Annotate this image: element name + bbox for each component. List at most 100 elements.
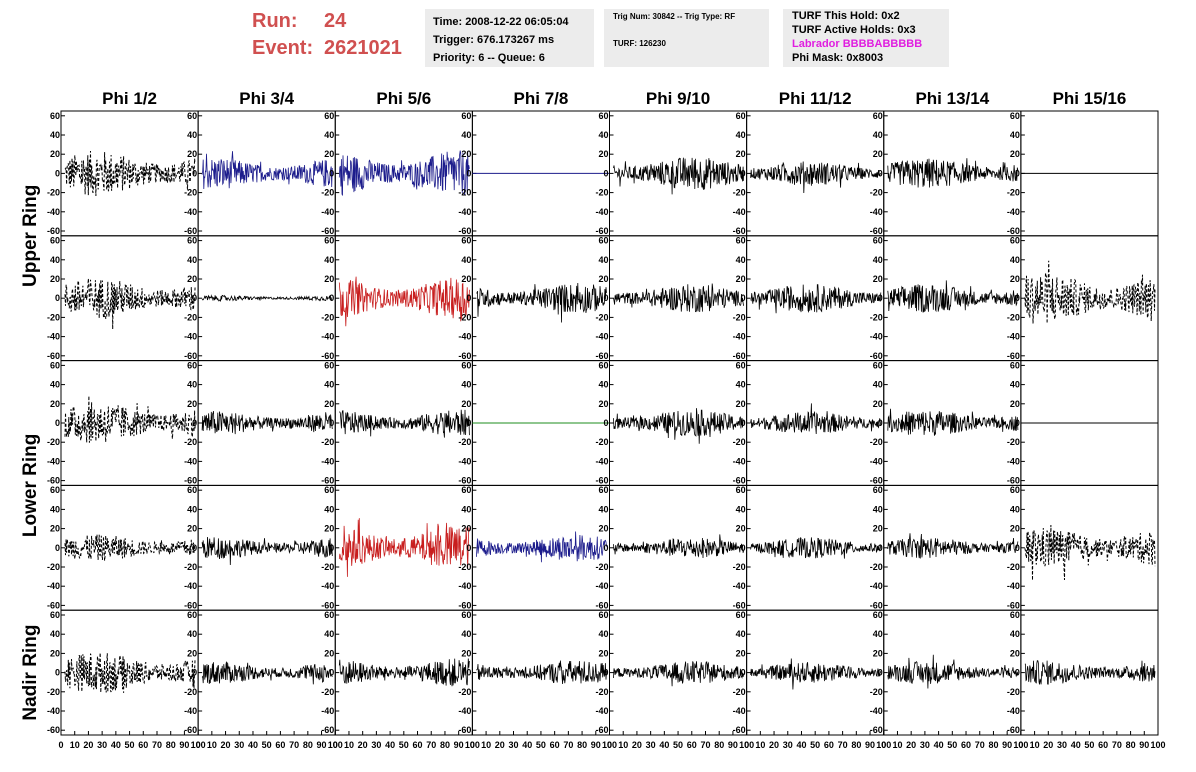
y-tick-label: -20 xyxy=(870,562,883,572)
x-tick-label: 0 xyxy=(607,740,612,750)
y-tick-label: 40 xyxy=(324,130,334,140)
x-tick-label: 40 xyxy=(111,740,121,750)
y-tick-label: 40 xyxy=(873,504,883,514)
column-title: Phi 7/8 xyxy=(514,89,569,108)
y-tick-label: 0 xyxy=(1015,168,1020,178)
y-tick-label: -20 xyxy=(47,562,60,572)
waveform-trace xyxy=(339,409,470,438)
y-tick-label: -60 xyxy=(321,226,334,236)
x-tick-label: 0 xyxy=(333,740,338,750)
y-tick-label: 60 xyxy=(50,236,60,246)
waveform-trace xyxy=(201,294,333,303)
x-tick-label: 60 xyxy=(961,740,971,750)
trigger-text: Trigger: 676.173267 ms xyxy=(433,34,555,46)
y-tick-label: -40 xyxy=(1007,207,1020,217)
y-tick-label: 40 xyxy=(324,629,334,639)
x-tick-label: 10 xyxy=(892,740,902,750)
y-tick-label: -20 xyxy=(321,562,334,572)
waveform-trace xyxy=(476,282,607,323)
x-tick-label: 100 xyxy=(1013,740,1028,750)
y-tick-label: -40 xyxy=(458,332,471,342)
y-tick-label: -60 xyxy=(458,351,471,361)
x-tick-label: 40 xyxy=(796,740,806,750)
y-tick-label: 20 xyxy=(736,274,746,284)
y-tick-label: 0 xyxy=(329,543,334,553)
y-tick-label: 60 xyxy=(187,610,197,620)
y-tick-label: -20 xyxy=(184,687,197,697)
y-tick-label: -60 xyxy=(458,476,471,486)
waveform-panel: -60 -40 -20 0 20 40 60 xyxy=(458,360,610,486)
y-tick-label: 0 xyxy=(466,293,471,303)
y-tick-label: 20 xyxy=(1010,149,1020,159)
y-tick-label: 60 xyxy=(461,111,471,121)
y-tick-label: 60 xyxy=(1010,111,1020,121)
column-title: Phi 15/16 xyxy=(1053,89,1127,108)
waveform-trace xyxy=(1024,260,1156,324)
y-tick-label: -20 xyxy=(184,312,197,322)
y-tick-label: 0 xyxy=(192,668,197,678)
waveform-trace xyxy=(201,536,333,566)
y-tick-label: 20 xyxy=(598,149,608,159)
y-tick-label: -60 xyxy=(733,226,746,236)
y-tick-label: 20 xyxy=(187,399,197,409)
y-tick-label: -20 xyxy=(870,687,883,697)
y-tick-label: -40 xyxy=(870,332,883,342)
x-tick-label: 10 xyxy=(344,740,354,750)
y-tick-label: 20 xyxy=(1010,274,1020,284)
y-tick-label: 20 xyxy=(736,524,746,534)
x-tick-label: 100 xyxy=(876,740,891,750)
y-tick-label: -20 xyxy=(733,188,746,198)
column-title: Phi 3/4 xyxy=(239,89,294,108)
y-tick-label: -20 xyxy=(595,562,608,572)
y-tick-label: 0 xyxy=(466,168,471,178)
y-tick-label: 40 xyxy=(50,504,60,514)
phi-mask-text: Phi Mask: 0x8003 xyxy=(792,52,884,64)
x-tick-label: 70 xyxy=(426,740,436,750)
y-tick-label: 20 xyxy=(461,524,471,534)
x-tick-label: 40 xyxy=(385,740,395,750)
y-tick-label: -60 xyxy=(733,476,746,486)
x-tick-label: 60 xyxy=(275,740,285,750)
waveform-trace xyxy=(64,534,196,561)
y-tick-label: 0 xyxy=(603,543,608,553)
y-tick-label: -20 xyxy=(1007,687,1020,697)
y-tick-label: 20 xyxy=(873,274,883,284)
x-tick-label: 90 xyxy=(1002,740,1012,750)
waveform-trace xyxy=(613,283,744,313)
x-tick-label: 80 xyxy=(577,740,587,750)
waveform-trace xyxy=(64,150,196,197)
x-tick-label: 20 xyxy=(1043,740,1053,750)
y-tick-label: -40 xyxy=(184,456,197,466)
x-tick-label: 40 xyxy=(1071,740,1081,750)
x-tick-label: 20 xyxy=(83,740,93,750)
y-tick-label: 60 xyxy=(50,610,60,620)
y-tick-label: 0 xyxy=(55,668,60,678)
y-tick-label: 60 xyxy=(736,236,746,246)
y-tick-label: 60 xyxy=(598,236,608,246)
waveform-trace xyxy=(476,660,607,685)
y-tick-label: 40 xyxy=(50,130,60,140)
x-tick-label: 0 xyxy=(196,740,201,750)
y-tick-label: -20 xyxy=(184,188,197,198)
y-tick-label: 60 xyxy=(50,360,60,370)
y-tick-label: -20 xyxy=(595,188,608,198)
y-tick-label: 0 xyxy=(1015,418,1020,428)
x-tick-label: 90 xyxy=(728,740,738,750)
y-tick-label: -40 xyxy=(733,706,746,716)
y-tick-label: 0 xyxy=(603,293,608,303)
y-tick-label: -20 xyxy=(321,687,334,697)
waveform-panel: -60 -40 -20 0 20 40 60 xyxy=(47,360,199,486)
x-tick-label: 30 xyxy=(646,740,656,750)
y-tick-label: -40 xyxy=(184,207,197,217)
y-tick-label: 0 xyxy=(329,418,334,428)
waveform-trace xyxy=(750,403,882,435)
y-tick-label: -60 xyxy=(595,600,608,610)
y-tick-label: -60 xyxy=(184,476,197,486)
x-tick-label: 50 xyxy=(810,740,820,750)
y-tick-label: -60 xyxy=(1007,476,1020,486)
y-tick-label: -40 xyxy=(184,581,197,591)
